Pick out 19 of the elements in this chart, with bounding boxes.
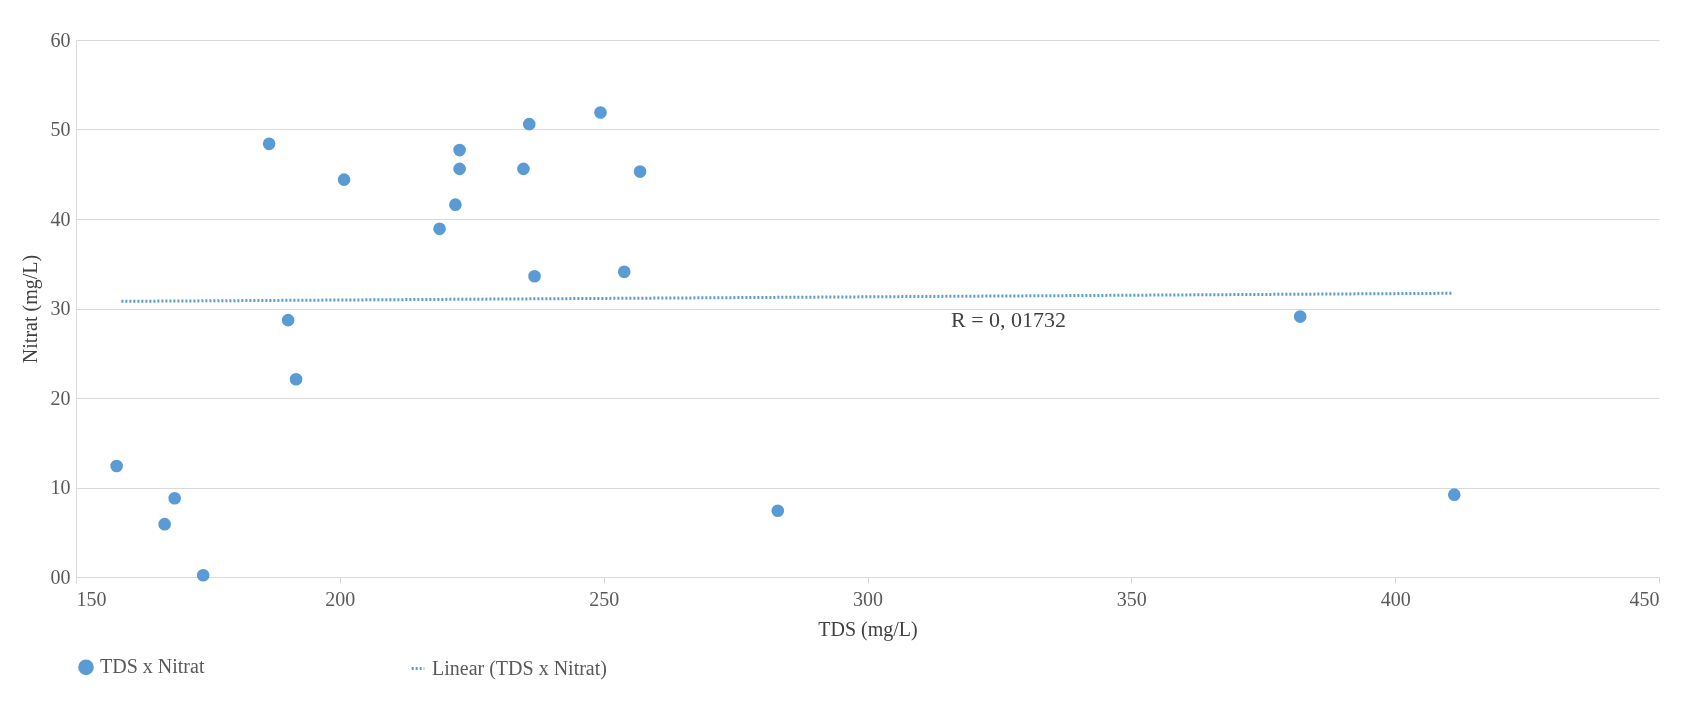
x-tick-label: 450: [1629, 587, 1660, 610]
y-tick-label: 60: [50, 28, 71, 51]
y-tick-label: 30: [50, 297, 71, 319]
y-axis-title: Nitrat (mg/L): [18, 254, 42, 364]
annotation: R = 0, 01732: [951, 307, 1067, 332]
x-tick-label: 300: [853, 587, 883, 610]
legend-label: Linear (TDS x Nitrat): [432, 656, 607, 680]
y-tick-label: 10: [50, 476, 71, 498]
x-axis-title: TDS (mg/L): [818, 617, 918, 641]
x-tick-label: 350: [1116, 587, 1147, 610]
x-tick-label: 400: [1380, 587, 1411, 610]
y-tick-label: 50: [50, 118, 71, 140]
y-tick-label: 20: [50, 386, 71, 409]
legend-label: TDS x Nitrat: [100, 655, 205, 678]
y-tick-label: 00: [50, 565, 71, 588]
x-tick-label: 200: [325, 587, 356, 610]
y-tick-label: 40: [50, 207, 71, 230]
x-tick-label: 150: [76, 587, 107, 610]
x-tick-label: 250: [589, 587, 620, 610]
